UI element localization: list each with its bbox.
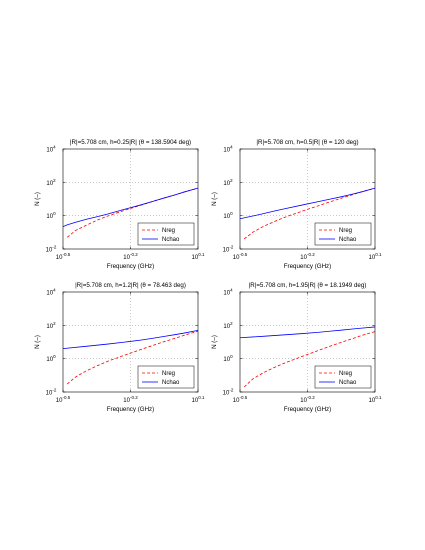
- x-tick-label: 100.1: [192, 252, 205, 261]
- y-tick-label: 100: [46, 354, 56, 363]
- y-tick-label: 104: [46, 145, 56, 154]
- y-tick-label: 10-2: [46, 245, 57, 254]
- plot-title: |R|=5.708 cm, h=0.5|R| (θ = 120 deg): [256, 139, 358, 146]
- y-tick-label: 102: [46, 178, 56, 187]
- legend: Nreg Nchao: [314, 365, 372, 389]
- legend-label-nchao: Nchao: [162, 237, 180, 243]
- legend-label-nchao: Nchao: [162, 380, 180, 386]
- legend-box: [314, 365, 372, 389]
- y-axis-label: N (–): [34, 335, 41, 349]
- subplot-1: 10-0.5 10-0.2 100.1 10-2 100 102 104 |R|=5.708 …: [34, 139, 205, 270]
- legend-label-nchao: Nchao: [339, 380, 357, 386]
- x-tick-label: 10-0.2: [300, 252, 315, 261]
- y-tick-label: 10-2: [223, 388, 234, 397]
- series-line-nreg: [66, 187, 198, 238]
- legend-box: [137, 365, 195, 389]
- legend-label-nchao: Nchao: [339, 237, 357, 243]
- series-line-nreg: [243, 331, 375, 388]
- legend: Nreg Nchao: [137, 222, 195, 246]
- x-tick-label: 100.1: [192, 395, 205, 404]
- x-axis-label: Frequency (GHz): [107, 263, 154, 270]
- x-tick-label: 10-0.2: [123, 252, 138, 261]
- legend-label-nreg: Nreg: [339, 228, 352, 234]
- y-tick-label: 10-2: [46, 388, 57, 397]
- x-tick-label: 10-0.5: [233, 395, 248, 404]
- y-axis-label: N (–): [34, 192, 41, 206]
- x-axis-label: Frequency (GHz): [107, 406, 154, 413]
- x-tick-label: 10-0.5: [56, 252, 71, 261]
- y-tick-label: 102: [223, 178, 233, 187]
- legend-label-nreg: Nreg: [339, 371, 352, 377]
- series-line-nchao: [63, 187, 198, 227]
- y-tick-label: 104: [46, 288, 56, 297]
- series-line-nchao: [240, 187, 375, 220]
- x-tick-label: 10-0.2: [300, 395, 315, 404]
- y-axis-label: N (–): [211, 192, 218, 206]
- y-tick-label: 104: [223, 145, 233, 154]
- y-tick-label: 10-2: [223, 245, 234, 254]
- subplot-2: 10-0.5 10-0.2 100.1 10-2 100 102 104 |R|=5.708 …: [211, 139, 382, 270]
- y-tick-label: 100: [223, 211, 233, 220]
- x-tick-label: 10-0.5: [56, 395, 71, 404]
- legend-box: [314, 222, 372, 246]
- x-tick-label: 100.1: [369, 395, 382, 404]
- series-line-nchao: [240, 326, 375, 339]
- legend: Nreg Nchao: [314, 222, 372, 246]
- x-tick-label: 100.1: [369, 252, 382, 261]
- x-tick-label: 10-0.2: [123, 395, 138, 404]
- plot-title: |R|=5.708 cm, h=1.95|R| (θ = 18.1949 deg…: [249, 282, 367, 289]
- legend-box: [137, 222, 195, 246]
- subplot-4: 10-0.5 10-0.2 100.1 10-2 100 102 104 |R|=5.708 …: [211, 282, 382, 413]
- x-tick-label: 10-0.5: [233, 252, 248, 261]
- series-line-nchao: [63, 329, 198, 350]
- y-tick-label: 102: [46, 321, 56, 330]
- legend-label-nreg: Nreg: [162, 371, 175, 377]
- x-axis-label: Frequency (GHz): [284, 263, 331, 270]
- plot-title: |R|=5.708 cm, h=1.2|R| (θ = 78.463 deg): [75, 282, 186, 289]
- y-tick-label: 102: [223, 321, 233, 330]
- series-line-nreg: [66, 330, 198, 385]
- y-tick-label: 104: [223, 288, 233, 297]
- legend-label-nreg: Nreg: [162, 228, 175, 234]
- y-tick-label: 100: [46, 211, 56, 220]
- legend: Nreg Nchao: [137, 365, 195, 389]
- y-tick-label: 100: [223, 354, 233, 363]
- x-axis-label: Frequency (GHz): [284, 406, 331, 413]
- subplot-3: 10-0.5 10-0.2 100.1 10-2 100 102 104 |R|=5.708 …: [34, 282, 205, 413]
- plot-title: |R|=5.708 cm, h=0.25|R| (θ = 138.5904 de…: [70, 139, 191, 146]
- series-line-nreg: [243, 187, 375, 240]
- y-axis-label: N (–): [211, 335, 218, 349]
